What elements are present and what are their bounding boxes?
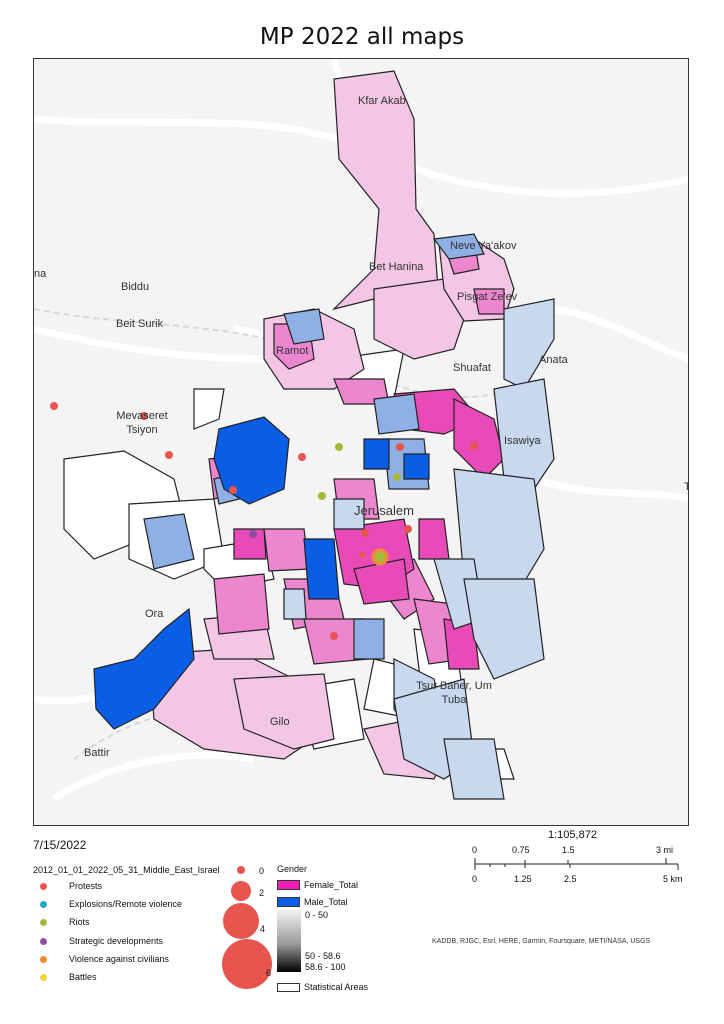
place-label: Bet Hanina: [369, 261, 424, 273]
place-label: Pisgat Ze'ev: [457, 291, 518, 303]
ramp-label: 50 - 58.6: [305, 951, 341, 961]
ratio-color-ramp: [277, 910, 301, 972]
event-point[interactable]: [165, 451, 173, 459]
legend-item-explosions: Explosions/Remote violence: [40, 899, 182, 909]
legend-item-battles: Battles: [40, 972, 97, 982]
size-circle-6: [222, 939, 272, 989]
dot-icon: [40, 937, 47, 945]
event-point[interactable]: [396, 443, 404, 451]
dot-icon: [40, 973, 47, 981]
event-point[interactable]: [298, 453, 306, 461]
map-title: MP 2022 all maps: [259, 24, 465, 50]
legend-item-violence: Violence against civilians: [40, 954, 169, 964]
place-label: Kfar Akab: [358, 95, 406, 107]
place-label: Shuafat: [453, 362, 491, 374]
basemap-borders: [34, 308, 515, 760]
male-mid-areas: [143, 233, 485, 660]
place-label: Ramot: [276, 345, 309, 357]
area-swatch-icon: [277, 982, 300, 992]
place-label: na: [34, 268, 47, 280]
scale-mi-label: 1.5: [562, 845, 575, 855]
legend-female-total: Female_Total: [277, 880, 358, 890]
scale-mi-label: 0.75: [512, 845, 530, 855]
place-label: Tsur Baher, Um Tuba: [416, 680, 492, 706]
event-points: [50, 402, 478, 640]
size-label: 2: [259, 888, 265, 898]
map-date: 7/15/2022: [33, 838, 87, 852]
event-point[interactable]: [249, 530, 257, 538]
legend-item-protests: Protests: [40, 881, 102, 891]
dot-icon: [40, 882, 47, 890]
place-label: Neve Ya'akov: [450, 240, 517, 252]
map-canvas: [34, 59, 688, 802]
place-label: Jerusalem: [354, 503, 414, 518]
scale-km-label: 5 km: [663, 874, 683, 884]
dot-icon: [40, 900, 47, 908]
event-point[interactable]: [318, 492, 326, 500]
place-label: Gilo: [270, 716, 290, 728]
event-point[interactable]: [359, 552, 365, 558]
map-credits: KADDB, RJGC, Esri, HERE, Garmin, Foursqu…: [432, 938, 651, 945]
size-circle-0: [237, 866, 245, 874]
size-label: 4: [260, 924, 266, 934]
place-label: T: [684, 481, 688, 493]
place-label: Ora: [145, 608, 164, 620]
legend-item-strategic: Strategic developments: [40, 936, 163, 946]
event-point[interactable]: [330, 632, 338, 640]
female-swatch-icon: [277, 880, 300, 890]
legend-statistical-areas: Statistical Areas: [277, 982, 368, 992]
scale-km-label: 2.5: [564, 874, 577, 884]
ramp-label: 0 - 50: [305, 910, 329, 920]
size-label: 0: [259, 866, 265, 876]
scale-ratio: 1:105,872: [548, 829, 597, 841]
ramp-label: 58.6 - 100: [305, 962, 346, 972]
event-point[interactable]: [50, 402, 58, 410]
dot-icon: [40, 955, 47, 963]
scale-km-label: 0: [472, 874, 478, 884]
dot-icon: [40, 918, 47, 926]
gender-legend-title: Gender: [277, 864, 308, 874]
male-swatch-icon: [277, 897, 300, 907]
place-label: Battir: [84, 747, 110, 759]
size-circle-2: [231, 881, 251, 901]
place-label: Anata: [539, 354, 568, 366]
place-label: Beit Surik: [116, 318, 164, 330]
male-high-areas: [93, 416, 430, 730]
place-label: Mevaseret Tsiyon: [116, 410, 168, 436]
event-point[interactable]: [404, 525, 412, 533]
scale-km-label: 1.25: [514, 874, 532, 884]
size-circle-4: [223, 903, 259, 939]
place-label: Isawiya: [504, 435, 541, 447]
events-legend-title: 2012_01_01_2022_05_31_Middle_East_Israel: [33, 865, 220, 875]
size-label: 6: [266, 968, 272, 978]
event-point[interactable]: [335, 443, 343, 451]
event-point[interactable]: [140, 412, 148, 420]
legend-male-total: Male_Total: [277, 897, 348, 907]
event-point[interactable]: [371, 548, 389, 566]
event-point[interactable]: [229, 486, 237, 494]
place-label: Biddu: [121, 281, 150, 293]
size-legend: [222, 866, 272, 989]
scale-mi-label: 0: [472, 845, 478, 855]
event-point[interactable]: [470, 442, 478, 450]
event-point[interactable]: [393, 473, 401, 481]
legend-item-riots: Riots: [40, 917, 90, 927]
scale-bar: [474, 858, 679, 870]
male-low-areas: [283, 298, 555, 800]
event-point[interactable]: [361, 529, 369, 537]
map-view[interactable]: Kfar Akab Bet Hanina Neve Ya'akov Pisgat…: [33, 58, 689, 826]
scale-mi-label: 3 mi: [656, 845, 674, 855]
